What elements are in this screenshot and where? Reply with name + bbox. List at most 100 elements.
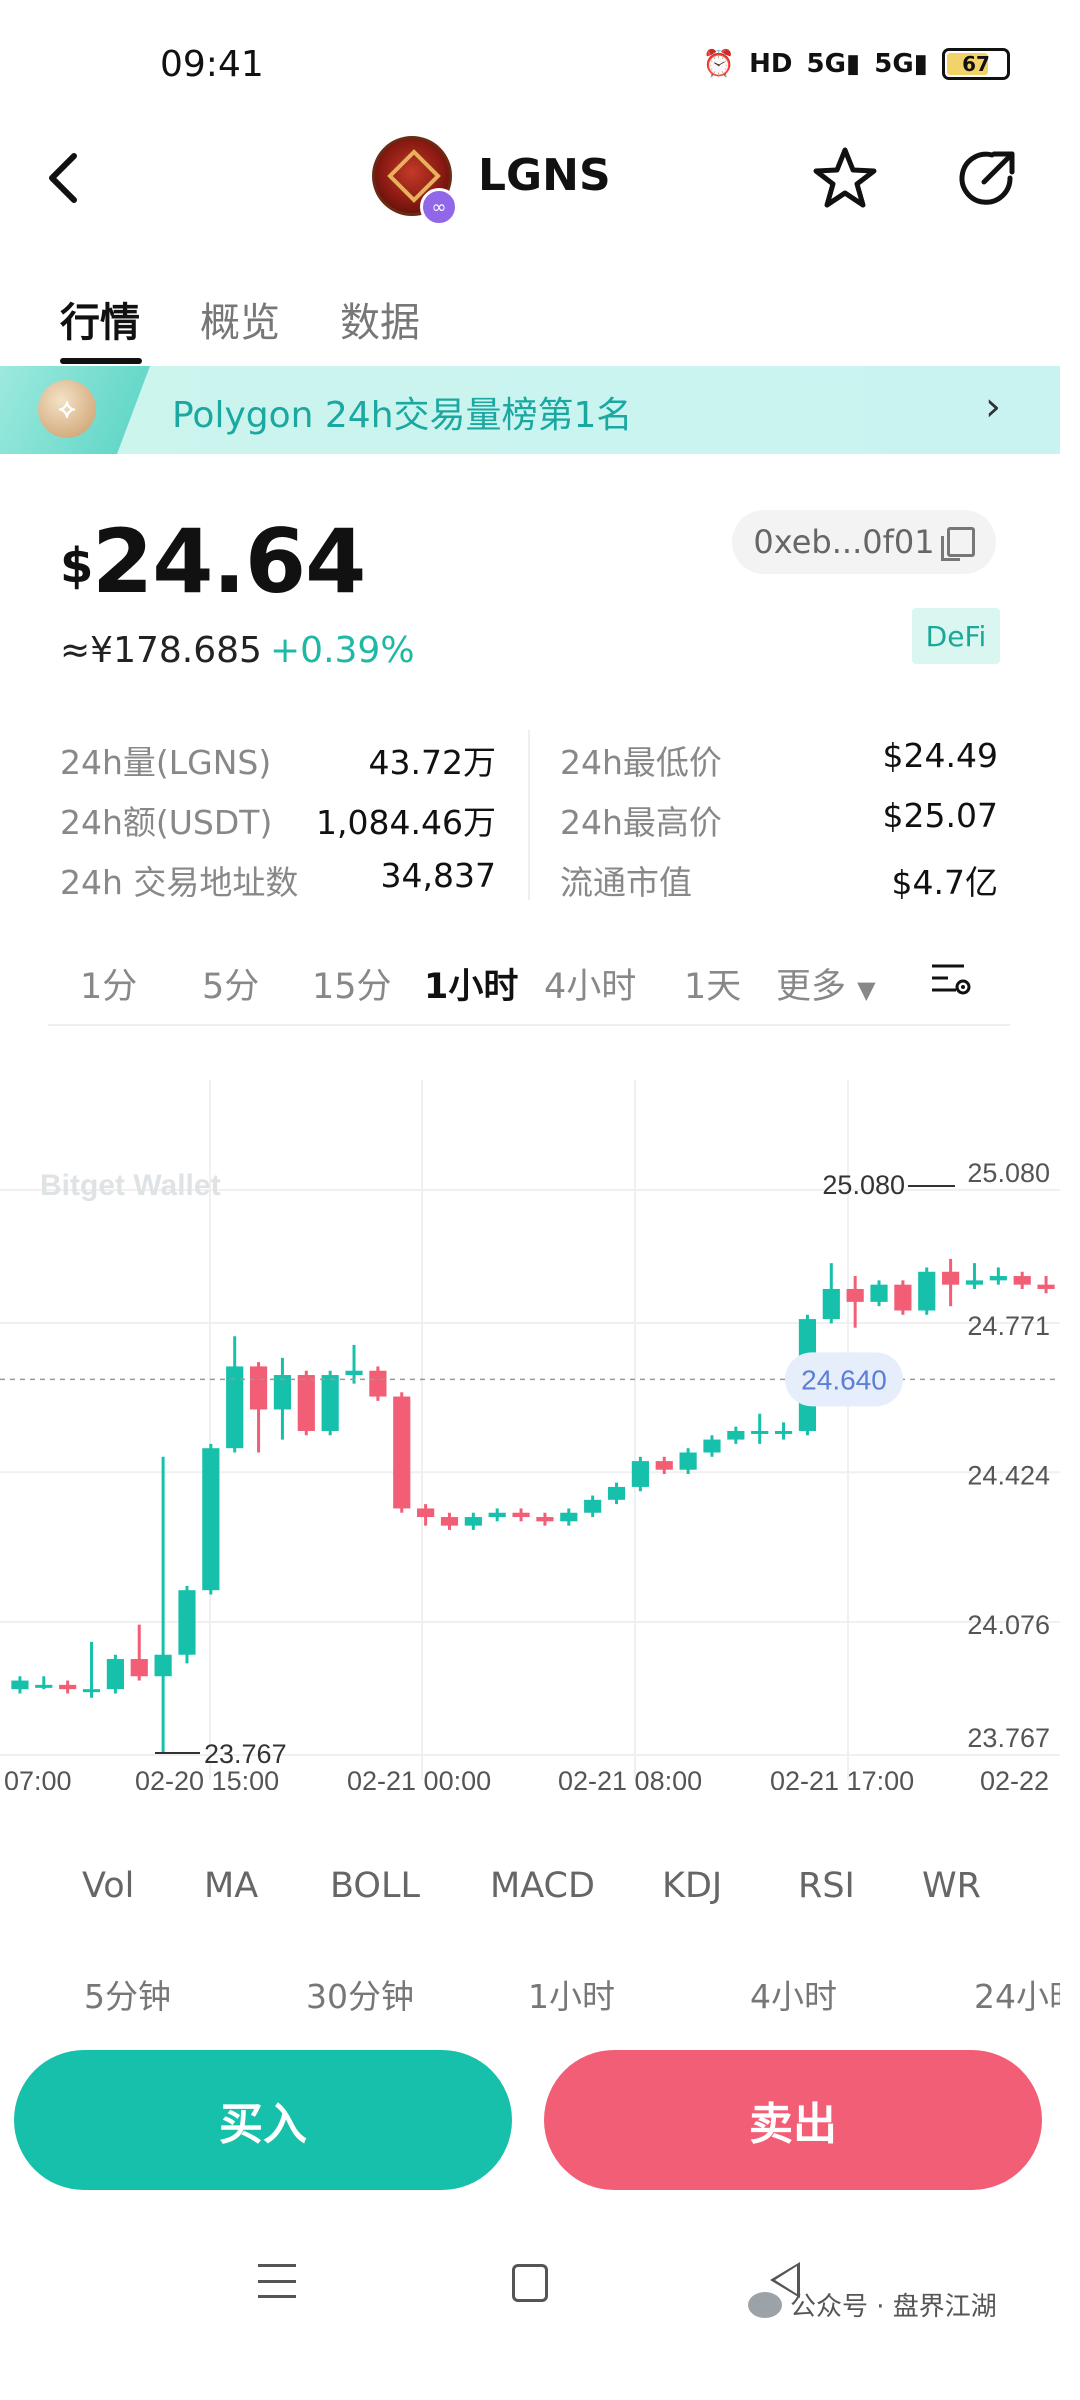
interval-4h[interactable]: 4小时 [544,967,637,1007]
wechat-icon [748,2291,782,2318]
period-4h[interactable]: 4小时 [750,1977,837,2016]
indicator-boll[interactable]: BOLL [330,1866,420,1906]
star-icon[interactable] [812,146,878,210]
currency-symbol: $ [60,538,94,594]
candle [154,1456,172,1754]
stat-value: $24.49 [882,736,998,775]
tab-data[interactable]: 数据 [340,300,420,346]
buy-button[interactable]: 买入 [14,2050,512,2190]
battery-level: 67 [962,52,990,76]
interval-divider [48,1024,1010,1026]
chart-watermark: Bitget Wallet [40,1169,221,1202]
stat-label: 24h 交易地址数 [60,863,299,902]
candle [679,1448,697,1475]
period-5min[interactable]: 5分钟 [84,1977,171,2016]
x-tick-label: 02-22 [980,1766,1049,1790]
candle [440,1512,459,1530]
tab-overview[interactable]: 概览 [200,300,280,346]
back-icon[interactable] [44,150,84,206]
candle [202,1443,220,1595]
candle-body [703,1439,721,1453]
candle [321,1370,339,1436]
candle-body [1037,1284,1055,1289]
status-time: 09:41 [160,44,264,85]
candle-body [894,1284,912,1311]
candle [1037,1276,1055,1294]
signal-5g-icon: 5G▮ [806,49,861,79]
candle [965,1263,984,1289]
nav-menu-icon[interactable] [258,2264,296,2298]
period-1h[interactable]: 1小时 [528,1977,615,2016]
candle-body [679,1452,697,1470]
candle-body [942,1271,960,1285]
y-tick-label: 24.771 [967,1311,1050,1341]
period-30min[interactable]: 30分钟 [306,1977,414,2016]
stat-label: 24h最低价 [560,743,722,782]
candle [607,1482,626,1505]
interval-1m[interactable]: 1分 [80,967,138,1007]
watermark-text: 公众号 · 盘界江湖 [790,2292,997,2322]
copy-icon[interactable] [940,527,975,561]
candle [35,1676,53,1690]
candle [727,1426,745,1444]
nav-home-icon[interactable] [512,2264,548,2302]
candle-body [846,1288,864,1302]
indicator-rsi[interactable]: RSI [798,1866,855,1906]
ranking-banner[interactable] [0,366,1060,454]
candle [584,1495,602,1518]
interval-more[interactable]: 更多 ▼ [776,958,876,1009]
candle [393,1392,411,1513]
interval-1h[interactable]: 1小时 [424,967,519,1007]
contract-address[interactable]: 0xeb...0f01 [732,510,996,574]
candle-body [106,1659,124,1690]
candle [345,1344,363,1384]
candle-body [918,1271,936,1311]
indicator-ma[interactable]: MA [204,1866,259,1906]
contract-address-text: 0xeb...0f01 [753,523,935,561]
candle-body [226,1366,244,1449]
sell-button[interactable]: 卖出 [544,2050,1042,2190]
candle-body [59,1684,77,1690]
candle-body [488,1512,506,1518]
candle-body [440,1517,459,1526]
interval-1d[interactable]: 1天 [684,967,742,1007]
candle [59,1680,77,1694]
chevron-right-icon[interactable]: › [985,384,1001,430]
chart-settings-icon[interactable] [930,960,974,1000]
candlestick-chart[interactable]: 25.080 24.771 24.424 24.076 23.767 07:00 02-20… [0,1080,1060,1790]
candle-body [965,1280,984,1285]
indicator-wr[interactable]: WR [922,1866,981,1906]
share-icon[interactable] [956,146,1020,210]
candle-body [584,1499,602,1513]
period-24h[interactable]: 24小时 [974,1977,1060,2016]
tab-market[interactable]: 行情 [60,300,140,346]
stat-label: 24h额(USDT) [60,803,273,842]
candle [226,1336,244,1453]
candle [488,1508,506,1522]
y-tick-label: 24.076 [967,1610,1050,1640]
price-value: 24.64 [92,510,366,613]
candle-body [321,1375,339,1431]
indicator-macd[interactable]: MACD [490,1866,595,1906]
candle-body [774,1430,793,1434]
signal-5g-icon: 5G▮ [874,49,928,79]
candle-body [1013,1276,1031,1285]
current-price-pill [785,1352,903,1407]
candle [11,1676,29,1694]
status-icons: ⏰ HD 5G▮ 5G▮ 67 [703,48,1010,80]
candle [512,1508,530,1522]
candle [894,1280,912,1315]
token-title: LGNS [478,150,611,201]
candle-body [82,1689,101,1693]
nav-back-icon[interactable] [770,2262,800,2298]
candle-body [464,1517,482,1526]
candle-body [369,1370,387,1397]
candle-body [345,1370,363,1376]
indicator-kdj[interactable]: KDJ [662,1866,723,1906]
indicator-vol[interactable]: Vol [82,1866,135,1906]
interval-5m[interactable]: 5分 [202,967,260,1007]
x-tick-label: 02-21 00:00 [347,1766,491,1790]
candle-body [989,1276,1007,1281]
candle-body [273,1375,292,1410]
interval-15m[interactable]: 15分 [312,967,392,1007]
